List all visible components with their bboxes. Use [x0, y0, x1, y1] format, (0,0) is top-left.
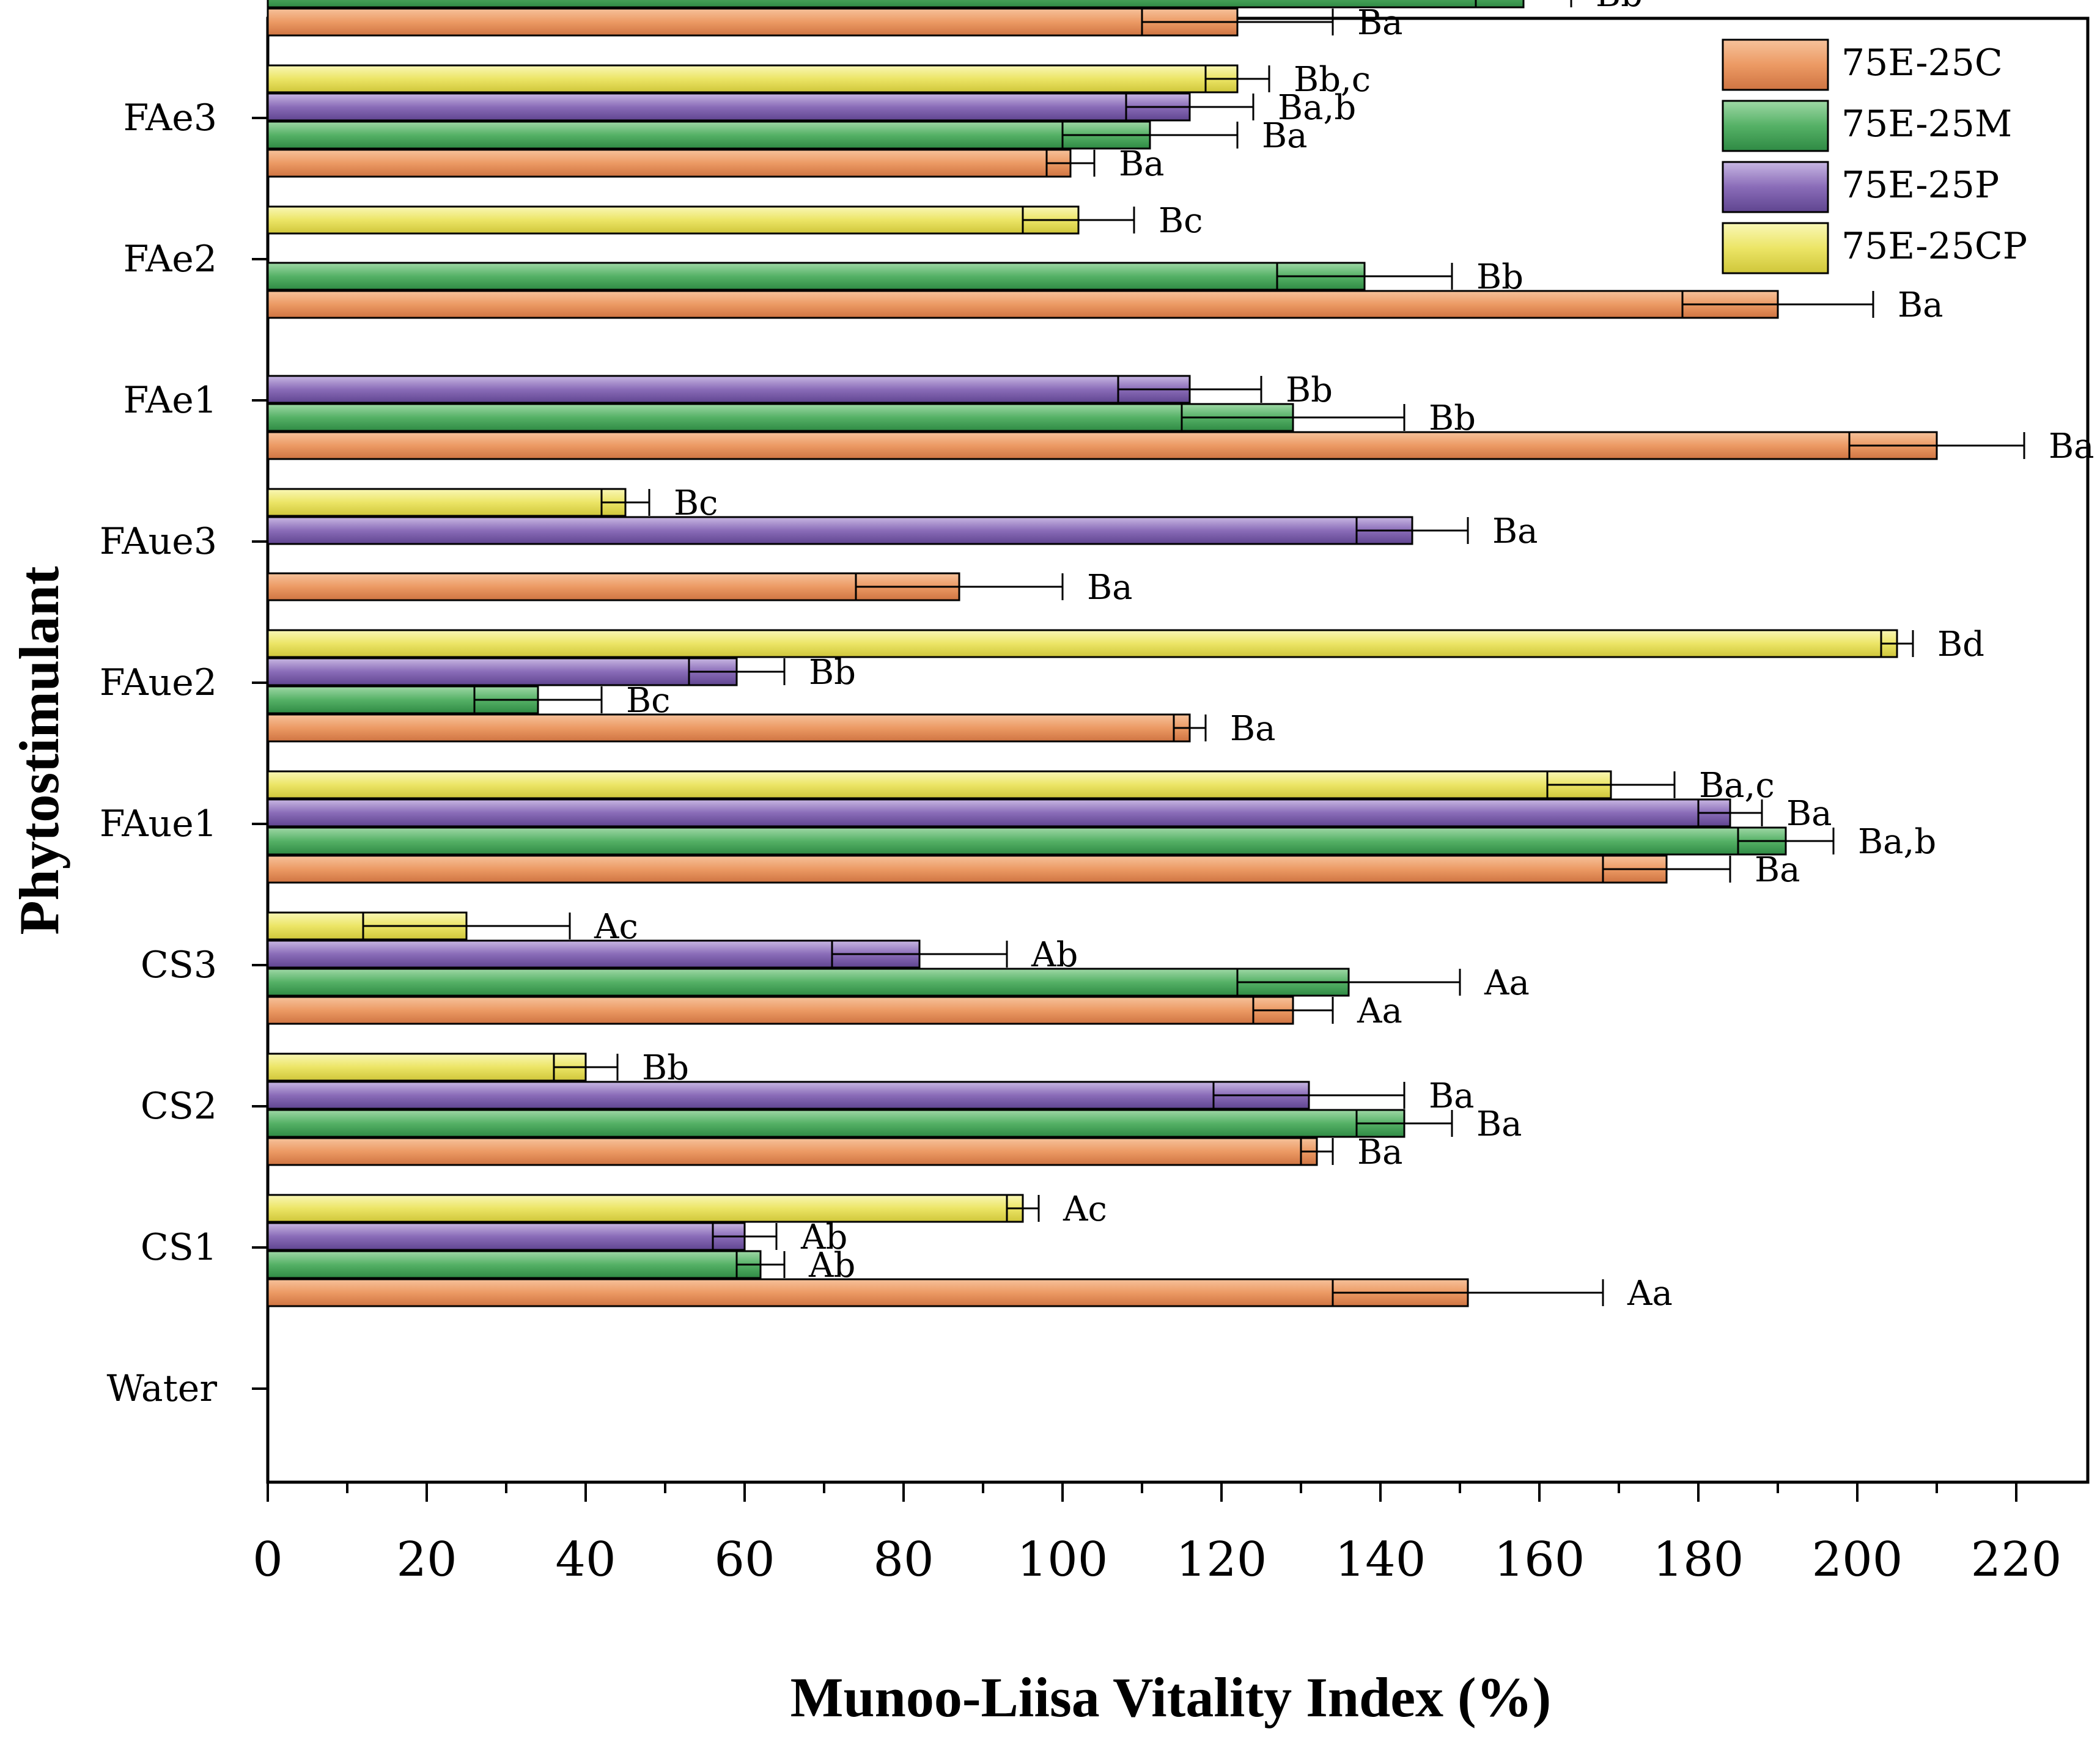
category-label: CS3 [141, 944, 217, 986]
bar-FAe2-C [267, 149, 1072, 178]
significance-label: Aa [1627, 1274, 1673, 1313]
bar-CS3-M [267, 826, 1787, 856]
x-axis: 0 20 40 60 80 100 120 140 160 180 200 220 [252, 1482, 2061, 1587]
x-tick-label: 160 [1494, 1532, 1585, 1587]
bar-CS1-P [267, 1081, 1310, 1110]
bar-CS3-C [267, 854, 1668, 884]
bar-Water-P [267, 1222, 746, 1251]
significance-label: Ba [1898, 285, 1943, 325]
bar-CS2-M [267, 968, 1350, 997]
significance-label: Bb [809, 653, 856, 692]
significance-label: Ba [1230, 709, 1276, 749]
significance-label: Ba [1429, 1076, 1475, 1116]
x-tick-label: 40 [555, 1532, 616, 1587]
significance-label: Ba [1755, 850, 1800, 890]
bar-FAue2-CP [267, 488, 627, 517]
legend-label-P: 75E-25P [1841, 164, 1999, 207]
legend-swatch-M [1722, 100, 1829, 152]
bars-layer: BaBbBaBb,cBa,bBaBaBcBbBaBbBbBaBcBaBaBdBb… [267, 0, 2094, 1313]
y-axis-title: Phytostimulant [8, 566, 70, 935]
category-label: Water [106, 1367, 217, 1410]
x-tick-label: 60 [714, 1532, 775, 1587]
bar-FAe1-M [267, 262, 1366, 291]
x-tick-label: 220 [1971, 1532, 2062, 1587]
significance-label: Ba [2049, 427, 2094, 466]
bar-FAue3-C [267, 431, 1938, 460]
bar-Water-M [267, 1250, 762, 1279]
legend-swatch-P [1722, 161, 1829, 213]
category-label: CS2 [141, 1085, 217, 1128]
significance-label: Bc [1159, 201, 1203, 241]
significance-label: Aa [1484, 963, 1530, 1003]
bar-Water-C [267, 1278, 1469, 1307]
legend-label-C: 75E-25C [1841, 42, 2003, 84]
bar-CS3-CP [267, 770, 1612, 799]
bar-FAe2-CP [267, 64, 1239, 94]
category-label: FAe3 [123, 97, 217, 139]
y-axis: FAe3 FAe2 FAe1 FAue3 FAue2 FAue1 CS3 CS2 CS1 Wate… [100, 97, 268, 1410]
significance-label: Ba [1357, 3, 1403, 43]
legend: 75E-25C 75E-25M 75E-25P 75E-25CP [1722, 39, 2027, 274]
bar-FAe2-P [267, 92, 1191, 122]
category-label: FAue3 [100, 520, 217, 563]
significance-label: Ba [1119, 144, 1165, 184]
significance-label: Ba [1476, 1104, 1522, 1144]
significance-label: Ba,b [1278, 88, 1356, 128]
bar-CS3-P [267, 798, 1731, 828]
category-label: FAue2 [100, 661, 217, 704]
significance-label: Ba [1492, 512, 1538, 551]
x-tick-label: 100 [1017, 1532, 1108, 1587]
x-tick-label: 200 [1812, 1532, 1903, 1587]
x-tick-label: 0 [252, 1532, 283, 1587]
significance-label: Ba [1262, 116, 1308, 156]
bar-FAue1-CP [267, 629, 1898, 658]
bar-Water-CP [267, 1194, 1024, 1223]
bar-FAe2-M [267, 120, 1151, 150]
bar-FAe1-C [267, 290, 1779, 319]
bar-CS1-C [267, 1137, 1318, 1166]
bar-FAe3-C [267, 7, 1239, 37]
significance-label: Bb [1596, 0, 1643, 15]
bar-CS1-M [267, 1109, 1406, 1138]
bar-FAue1-C [267, 713, 1191, 743]
significance-label: Ac [1063, 1189, 1107, 1229]
bar-CS2-C [267, 996, 1294, 1025]
significance-label: Ba,b [1858, 822, 1936, 862]
significance-label: Ba [1357, 1133, 1403, 1172]
category-label: FAue1 [100, 803, 217, 845]
significance-label: Ab [800, 1218, 847, 1257]
x-tick-label: 120 [1176, 1532, 1267, 1587]
bar-FAue3-M [267, 403, 1294, 432]
x-tick-label: 140 [1335, 1532, 1426, 1587]
significance-label: Bd [1937, 625, 1984, 664]
legend-label-CP: 75E-25CP [1841, 225, 2027, 268]
legend-swatch-C [1722, 39, 1829, 91]
bar-FAe3-M [267, 0, 1525, 9]
category-label: CS1 [141, 1226, 217, 1269]
bar-FAue2-P [267, 516, 1413, 545]
significance-label: Aa [1357, 991, 1402, 1031]
significance-label: Ba [1786, 794, 1832, 834]
x-axis-title: Munoo-Liisa Vitality Index (%) [790, 1666, 1552, 1728]
legend-swatch-CP [1722, 222, 1829, 274]
legend-label-M: 75E-25M [1841, 103, 2012, 145]
x-tick-label: 180 [1653, 1532, 1744, 1587]
bar-FAue1-M [267, 685, 539, 715]
bar-CS1-CP [267, 1053, 587, 1082]
x-tick-label: 80 [873, 1532, 934, 1587]
bar-CS2-P [267, 939, 921, 969]
bar-FAue3-P [267, 375, 1191, 404]
bar-FAue2-C [267, 572, 960, 601]
significance-label: Bb,c [1294, 60, 1371, 100]
category-label: FAe2 [123, 238, 217, 281]
bar-FAe1-CP [267, 205, 1080, 235]
category-label: FAe1 [123, 379, 217, 422]
x-tick-label: 20 [396, 1532, 457, 1587]
significance-label: Ba [1087, 568, 1133, 608]
